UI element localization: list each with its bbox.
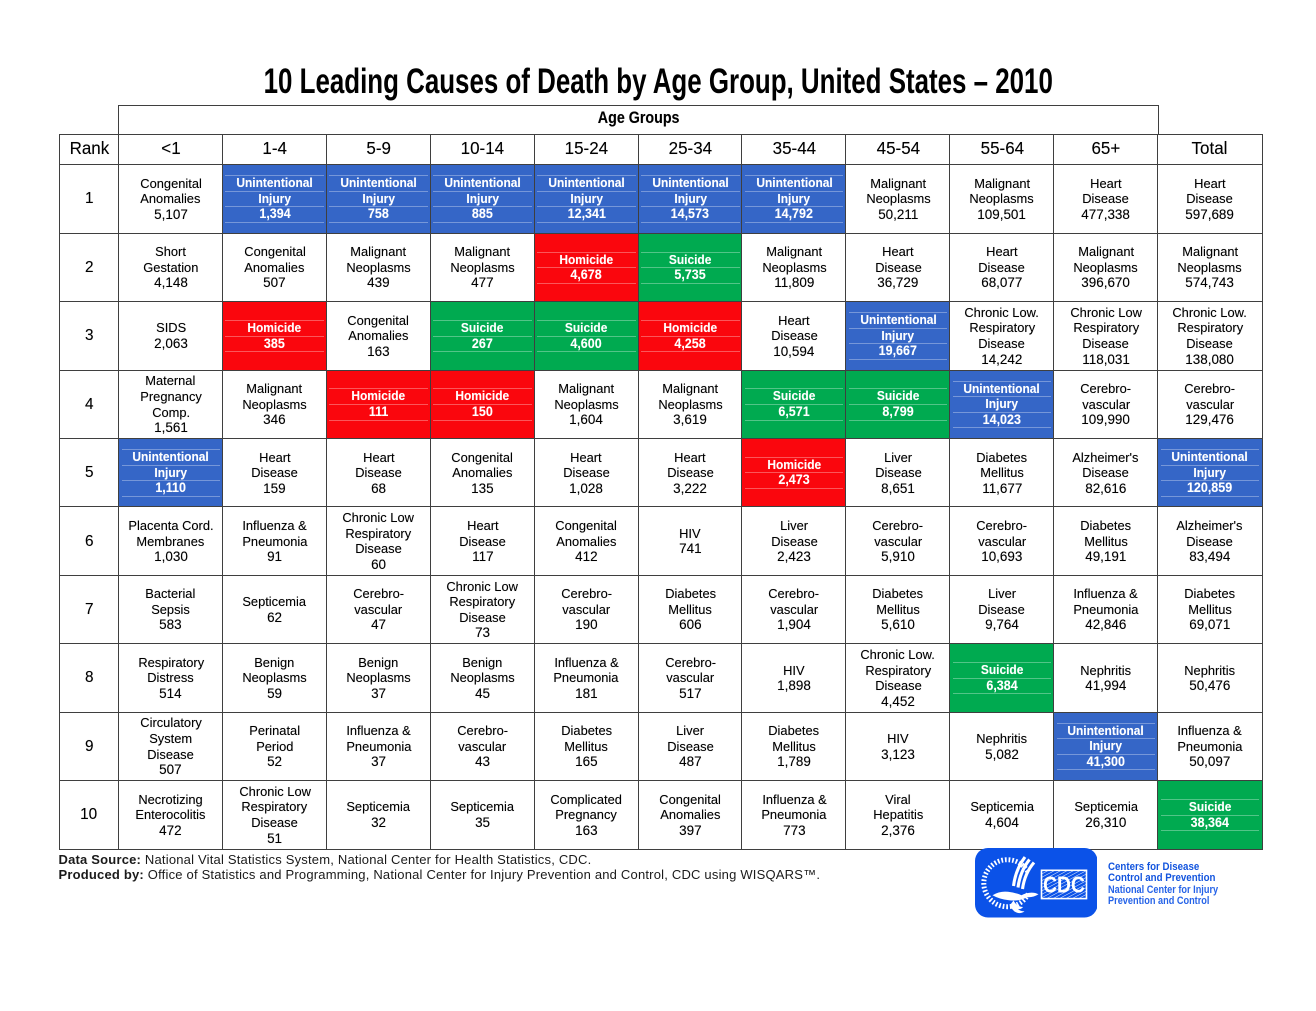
svg-text:CDC: CDC [1043,872,1085,898]
